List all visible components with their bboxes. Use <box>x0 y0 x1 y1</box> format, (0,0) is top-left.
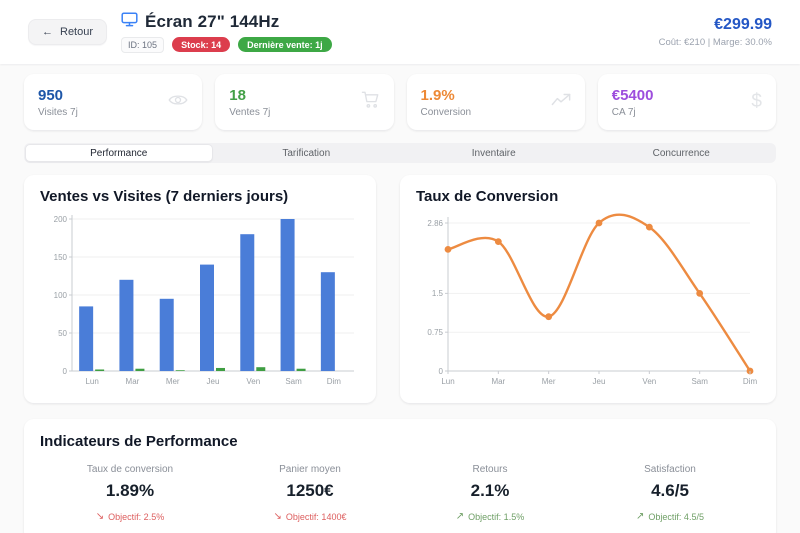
sales-value: 18 <box>229 86 246 104</box>
arrow-left-icon: ← <box>42 26 53 38</box>
svg-text:Lun: Lun <box>441 377 454 386</box>
svg-text:Jeu: Jeu <box>593 377 606 386</box>
kpi-basket-objective: Objectif: 1400€ <box>285 511 347 522</box>
product-header: ← Retour Écran 27" 144Hz ID: 105 Stock: … <box>0 0 800 64</box>
revenue-value: €5400 <box>611 86 654 104</box>
trend-up-icon: ↗ <box>455 511 465 522</box>
stat-card-conversion: 1.9% Conversion <box>406 74 585 130</box>
svg-text:Dim: Dim <box>327 377 342 386</box>
kpi-section: Indicateurs de Performance Taux de conve… <box>24 419 776 533</box>
kpi-satisfaction-label: Satisfaction <box>644 464 696 475</box>
kpi-conversion-value: 1.89% <box>105 481 155 500</box>
cost-margin-text: Coût: €210 | Marge: 30.0% <box>658 37 772 48</box>
conversion-chart-card: Taux de Conversion 0 0.75 1.5 2.86 Lun Mar Mer… <box>400 175 776 403</box>
kpi-basket-value: 1250€ <box>286 481 334 500</box>
svg-text:Mer: Mer <box>542 377 556 386</box>
visits-value: 950 <box>38 86 64 104</box>
kpi-satisfaction-objective: Objectif: 4.5/5 <box>648 511 704 522</box>
visits-label: Visites 7j <box>38 106 78 118</box>
svg-text:Dim: Dim <box>743 377 758 386</box>
tab-bar: Performance Tarification Inventaire Conc… <box>24 143 776 163</box>
line-chart-title: Taux de Conversion <box>416 188 559 205</box>
svg-text:0: 0 <box>439 367 444 376</box>
product-id-badge: ID: 105 <box>121 36 165 53</box>
cart-icon <box>361 91 380 113</box>
bar-chart-title: Ventes vs Visites (7 derniers jours) <box>40 188 289 205</box>
page-title: Écran 27" 144Hz <box>145 11 280 31</box>
svg-text:Jeu: Jeu <box>207 377 220 386</box>
stats-row: 950 Visites 7j 18 Ventes 7j 1.9% Convers… <box>24 74 776 130</box>
kpi-satisfaction: Satisfaction 4.6/5 ↗ Objectif: 4.5/5 <box>580 464 760 524</box>
tab-tarification[interactable]: Tarification <box>282 147 331 159</box>
stat-card-sales: 18 Ventes 7j <box>215 74 394 130</box>
stock-badge: Stock: 14 <box>172 37 231 52</box>
kpi-returns-value: 2.1% <box>470 481 510 500</box>
monitor-icon <box>121 11 138 32</box>
tab-concurrence[interactable]: Concurrence <box>652 147 710 159</box>
svg-text:Mar: Mar <box>126 377 140 386</box>
stat-card-revenue: €5400 CA 7j $ <box>597 74 776 130</box>
svg-text:1.5: 1.5 <box>432 289 444 298</box>
svg-text:200: 200 <box>54 215 68 224</box>
product-info: Écran 27" 144Hz ID: 105 Stock: 14 Derniè… <box>121 12 332 53</box>
line-chart: 0 0.75 1.5 2.86 Lun Mar Mer Jeu Ven Sam Dim <box>427 213 758 386</box>
svg-text:Mar: Mar <box>491 377 505 386</box>
stat-card-visits: 950 Visites 7j <box>24 74 203 130</box>
price-block: €299.99 Coût: €210 | Marge: 30.0% <box>659 16 772 48</box>
kpi-conversion-objective: Objectif: 2.5% <box>108 511 165 522</box>
tab-inventaire[interactable]: Inventaire <box>471 147 516 159</box>
svg-text:50: 50 <box>58 329 67 338</box>
product-price: €299.99 <box>714 16 772 33</box>
eye-icon <box>168 92 188 113</box>
kpi-grid: Taux de conversion 1.89% ↘ Objectif: 2.5… <box>40 464 760 524</box>
kpi-returns: Retours 2.1% ↗ Objectif: 1.5% <box>400 464 580 524</box>
svg-text:Lun: Lun <box>85 377 98 386</box>
kpi-conversion: Taux de conversion 1.89% ↘ Objectif: 2.5… <box>40 464 220 524</box>
svg-text:Ven: Ven <box>642 377 656 386</box>
sales-visits-chart-card: Ventes vs Visites (7 derniers jours) 0 50… <box>24 175 376 403</box>
back-button-label: Retour <box>60 26 94 38</box>
back-button[interactable]: ← Retour <box>28 19 108 45</box>
trend-down-icon: ↘ <box>273 511 282 522</box>
svg-text:Mer: Mer <box>166 377 180 386</box>
conversion-label: Conversion <box>420 106 472 118</box>
svg-text:0: 0 <box>63 367 68 376</box>
svg-text:100: 100 <box>54 291 68 300</box>
svg-text:150: 150 <box>54 253 68 262</box>
svg-text:0.75: 0.75 <box>427 328 443 337</box>
trend-up-icon: ↗ <box>636 511 645 522</box>
kpi-conversion-label: Taux de conversion <box>86 464 174 475</box>
trend-down-icon: ↘ <box>95 511 105 522</box>
last-sale-badge: Dernière vente: 1j <box>238 37 332 52</box>
bar-chart: 0 50 100 150 200 Lun Mar Mer Jeu Ven Sam Dim <box>54 215 354 386</box>
sales-label: Ventes 7j <box>229 106 271 118</box>
svg-text:Ven: Ven <box>246 377 260 386</box>
charts-row: Ventes vs Visites (7 derniers jours) 0 50… <box>24 175 776 403</box>
svg-text:2.86: 2.86 <box>427 219 443 228</box>
svg-text:Sam: Sam <box>691 377 708 386</box>
kpi-basket-label: Panier moyen <box>279 464 341 475</box>
revenue-label: CA 7j <box>611 106 636 118</box>
kpi-returns-label: Retours <box>472 464 508 475</box>
kpi-satisfaction-value: 4.6/5 <box>651 481 689 500</box>
activity-icon <box>551 93 571 111</box>
kpi-returns-objective: Objectif: 1.5% <box>468 511 525 522</box>
tab-performance[interactable]: Performance <box>25 144 213 162</box>
kpi-basket: Panier moyen 1250€ ↘ Objectif: 1400€ <box>220 464 400 524</box>
svg-text:Sam: Sam <box>285 377 302 386</box>
dollar-icon: $ <box>751 91 762 112</box>
kpi-section-title: Indicateurs de Performance <box>40 433 238 450</box>
conversion-value: 1.9% <box>420 86 455 104</box>
